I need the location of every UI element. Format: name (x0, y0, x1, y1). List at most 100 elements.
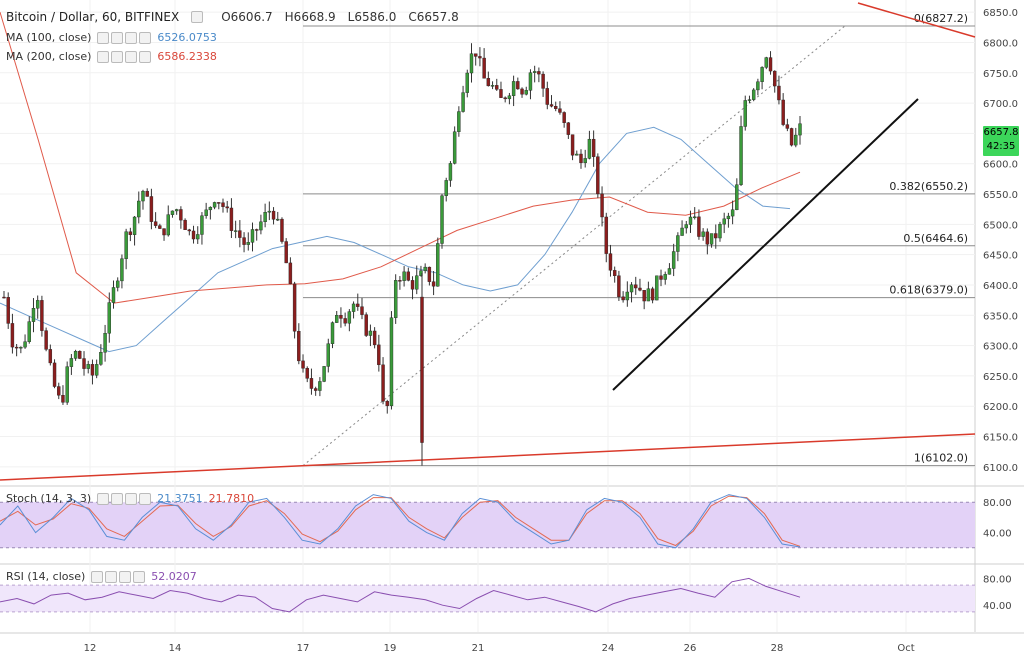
close-icon[interactable] (139, 50, 152, 63)
settings-icon[interactable] (111, 50, 124, 63)
candle-body (756, 81, 760, 91)
candle-body (747, 99, 752, 101)
candle-body (229, 207, 234, 231)
ma100-legend[interactable]: MA (100, close) 6526.0753 (6, 31, 217, 44)
candle-body (688, 216, 693, 225)
candle-body (212, 202, 217, 208)
close-icon[interactable] (139, 31, 152, 44)
candle-body (646, 288, 651, 302)
candle-body (642, 290, 646, 302)
symbol-legend[interactable]: Bitcoin / Dollar, 60, BITFINEX O6606.7 H… (6, 10, 465, 24)
candle-body (179, 209, 183, 221)
candle-body (200, 215, 204, 235)
candle-body (292, 283, 297, 332)
rsi-buttons[interactable] (91, 570, 146, 583)
stoch-buttons[interactable] (97, 492, 152, 505)
candle-body (191, 230, 196, 240)
candle-body (35, 300, 40, 309)
candle-body (288, 262, 293, 285)
candle-body (714, 233, 718, 239)
y-tick-label: 6850.0 (983, 8, 1018, 19)
candle-body (158, 225, 162, 229)
candle-body (343, 318, 347, 324)
candle-body (554, 106, 558, 109)
candle-body (183, 219, 187, 231)
support-trendline (0, 433, 976, 481)
candle-body (137, 200, 141, 218)
source-icon[interactable] (125, 50, 138, 63)
candle-body (145, 190, 149, 197)
rising-support-line (612, 98, 919, 391)
candle-body (280, 218, 284, 242)
candle-body (31, 308, 36, 322)
candle-body (250, 229, 255, 243)
legend-buttons[interactable] (191, 11, 209, 23)
close-icon[interactable] (133, 570, 146, 583)
candle-body (726, 215, 731, 220)
candle-body (469, 53, 474, 74)
candle-body (73, 351, 78, 359)
candle-body (393, 280, 398, 318)
x-tick-label: 17 (297, 643, 310, 654)
last-price-tag: 6657.8 42:35 (983, 126, 1019, 156)
candle-body (259, 221, 263, 231)
candle-body (587, 138, 592, 159)
rsi-pane[interactable] (0, 577, 975, 613)
candle-body (638, 287, 642, 291)
candle-body (583, 158, 587, 164)
candle-body (676, 235, 680, 252)
candle-body (61, 395, 65, 403)
close-icon[interactable] (139, 492, 152, 505)
source-icon[interactable] (125, 492, 138, 505)
eye-icon[interactable] (97, 50, 110, 63)
candle-body (495, 85, 499, 90)
fib-level-label: 1(6102.0) (914, 452, 968, 465)
x-tick-label: 28 (771, 643, 784, 654)
visibility-toggle-icon[interactable] (191, 11, 204, 23)
candle-body (516, 81, 520, 90)
candle-body (217, 202, 221, 204)
stoch-legend[interactable]: Stoch (14, 3, 3) 21.3751 21.7810 (6, 492, 254, 505)
candle-body (233, 230, 238, 232)
price-pane[interactable]: 0(6827.2) 0.382(6550.2) 0.5(6464.6) 0.618(6… (0, 2, 976, 481)
candle-body (768, 57, 773, 72)
stoch-pane[interactable] (0, 494, 975, 549)
settings-icon[interactable] (105, 570, 118, 583)
candle-body (420, 296, 424, 443)
candle-body (794, 134, 798, 146)
rsi-value: 52.0207 (151, 570, 197, 583)
candle-body (153, 221, 158, 226)
candle-body (486, 78, 491, 87)
candle-body (558, 108, 562, 113)
source-icon[interactable] (119, 570, 132, 583)
ma200-buttons[interactable] (97, 50, 152, 63)
candle-body (99, 352, 103, 365)
settings-icon[interactable] (111, 492, 124, 505)
candle-body (693, 216, 697, 219)
eye-icon[interactable] (91, 570, 104, 583)
candle-body (166, 214, 170, 236)
ma200-label: MA (200, close) (6, 50, 92, 63)
candle-body (671, 251, 676, 269)
candle-body (431, 281, 436, 287)
settings-icon[interactable] (111, 31, 124, 44)
x-tick-label: 12 (84, 643, 97, 654)
candle-body (10, 323, 15, 348)
candle-body (124, 231, 128, 259)
eye-icon[interactable] (97, 492, 110, 505)
candle-body (612, 270, 617, 276)
candle-body (103, 333, 107, 353)
ma100-buttons[interactable] (97, 31, 152, 44)
fib-level-label: 0.382(6550.2) (889, 180, 968, 193)
eye-icon[interactable] (97, 31, 110, 44)
rsi-legend[interactable]: RSI (14, close) 52.0207 (6, 570, 197, 583)
candle-body (107, 302, 111, 334)
candle-body (452, 131, 457, 164)
source-icon[interactable] (125, 31, 138, 44)
stoch-tick-label: 40.00 (983, 529, 1012, 540)
candle-body (655, 275, 659, 301)
rsi-line (0, 577, 801, 613)
candle-body (6, 297, 10, 324)
ma200-legend[interactable]: MA (200, close) 6586.2338 (6, 50, 217, 63)
